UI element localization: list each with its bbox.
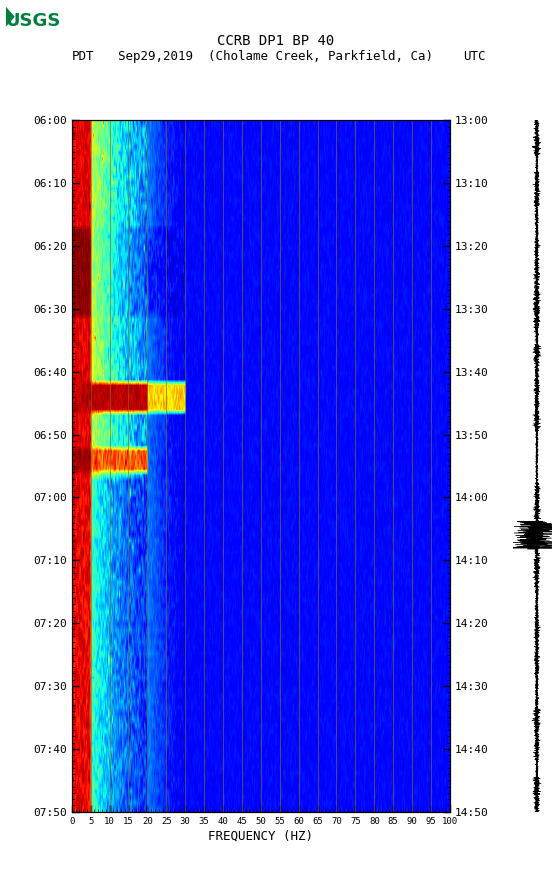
Polygon shape bbox=[6, 7, 14, 26]
Text: PDT: PDT bbox=[72, 50, 94, 63]
Text: CCRB DP1 BP 40: CCRB DP1 BP 40 bbox=[217, 34, 335, 48]
Text: Sep29,2019  (Cholame Creek, Parkfield, Ca): Sep29,2019 (Cholame Creek, Parkfield, Ca… bbox=[119, 50, 433, 63]
Text: USGS: USGS bbox=[6, 12, 61, 30]
Text: UTC: UTC bbox=[464, 50, 486, 63]
X-axis label: FREQUENCY (HZ): FREQUENCY (HZ) bbox=[208, 830, 314, 843]
